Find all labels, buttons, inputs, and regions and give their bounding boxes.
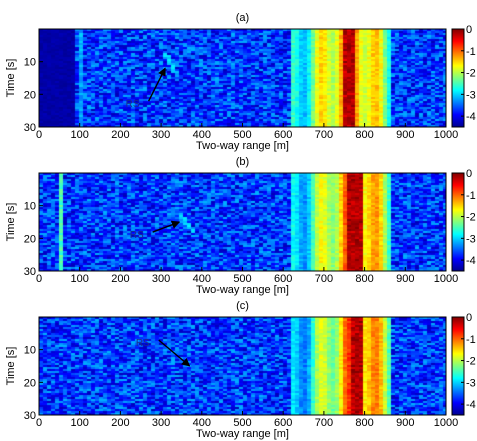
x-tick-label: 1000 [434, 273, 458, 285]
x-tick-label: 600 [274, 129, 292, 141]
colorbar-tick-label: -2 [466, 356, 476, 368]
x-axis-label: Two-way range [m] [196, 140, 289, 152]
colorbar-tick-label: -3 [466, 233, 476, 245]
colorbar-tick-label: -3 [466, 377, 476, 389]
y-tick-label: 30 [24, 122, 36, 134]
annotation-arrow [152, 220, 181, 233]
x-tick-label: 900 [396, 417, 414, 429]
y-tick-label: 10 [24, 201, 36, 213]
colorbar [451, 172, 465, 272]
x-tick-label: 200 [111, 417, 129, 429]
x-tick-label: 900 [396, 273, 414, 285]
y-tick-label: 20 [24, 377, 36, 389]
x-tick-label: 200 [111, 273, 129, 285]
annotation-arrow [147, 67, 166, 102]
colorbar-tick-label: -1 [466, 190, 476, 202]
colorbar-tick-label: -4 [466, 255, 476, 267]
x-tick-label: 500 [233, 129, 251, 141]
annotation-label: RS [136, 338, 150, 349]
annotation-arrow [158, 339, 191, 367]
y-tick-label: 20 [24, 233, 36, 245]
heatmap-image [39, 173, 446, 271]
x-tick-label: 0 [36, 273, 42, 285]
y-tick-label: 10 [24, 57, 36, 69]
x-tick-label: 600 [274, 417, 292, 429]
annotation-label: RS [126, 99, 140, 110]
x-tick-label: 700 [315, 417, 333, 429]
x-tick-label: 400 [193, 417, 211, 429]
colorbar [451, 28, 465, 128]
colorbar-tick-label: -4 [466, 111, 476, 123]
colorbar [451, 316, 465, 416]
x-tick-label: 0 [36, 129, 42, 141]
colorbar-tick-label: 0 [466, 312, 472, 324]
y-tick-label: 30 [24, 410, 36, 422]
heatmap-image [39, 29, 446, 127]
colorbar-tick-label: -2 [466, 68, 476, 80]
x-tick-label: 100 [71, 129, 89, 141]
panel-title: (a) [236, 12, 249, 24]
x-tick-label: 600 [274, 273, 292, 285]
x-tick-label: 400 [193, 273, 211, 285]
x-tick-label: 300 [152, 417, 170, 429]
colorbar-tick-label: -1 [466, 334, 476, 346]
x-tick-label: 0 [36, 417, 42, 429]
colorbar-tick-label: -3 [466, 89, 476, 101]
x-axis-label: Two-way range [m] [196, 428, 289, 440]
x-tick-label: 300 [152, 129, 170, 141]
x-tick-label: 200 [111, 129, 129, 141]
x-tick-label: 300 [152, 273, 170, 285]
x-tick-label: 1000 [434, 417, 458, 429]
panel-1: (a)0 100 200 300 400 500 600 700 800 900 100010203… [5, 12, 476, 152]
x-tick-label: 100 [71, 273, 89, 285]
x-tick-label: 400 [193, 129, 211, 141]
y-axis-label: Time [s] [5, 347, 17, 386]
colorbar-tick-label: -1 [466, 46, 476, 58]
y-tick-label: 10 [24, 345, 36, 357]
panel-title: (b) [236, 156, 249, 168]
y-axis-label: Time [s] [5, 203, 17, 242]
panel-2: (b)0 100 200 300 400 500 600 700 800 900 100010203… [5, 156, 476, 296]
colorbar-tick-label: 0 [466, 168, 472, 180]
annotation-label: RS [130, 230, 144, 241]
x-tick-label: 700 [315, 273, 333, 285]
x-tick-label: 500 [233, 273, 251, 285]
colorbar-tick-label: -4 [466, 399, 476, 411]
heatmap-image [39, 317, 446, 415]
x-tick-label: 800 [355, 417, 373, 429]
colorbar-tick-label: 0 [466, 24, 472, 36]
y-tick-label: 30 [24, 266, 36, 278]
x-tick-label: 500 [233, 417, 251, 429]
panel-title: (c) [236, 300, 249, 312]
x-tick-label: 100 [71, 417, 89, 429]
y-tick-label: 20 [24, 89, 36, 101]
x-tick-label: 1000 [434, 129, 458, 141]
x-tick-label: 900 [396, 129, 414, 141]
panel-3: (c)0 100 200 300 400 500 600 700 800 900 100010203… [5, 300, 476, 440]
x-axis-label: Two-way range [m] [196, 284, 289, 296]
x-tick-label: 800 [355, 129, 373, 141]
x-tick-label: 700 [315, 129, 333, 141]
colorbar-tick-label: -2 [466, 212, 476, 224]
x-tick-label: 800 [355, 273, 373, 285]
y-axis-label: Time [s] [5, 59, 17, 98]
